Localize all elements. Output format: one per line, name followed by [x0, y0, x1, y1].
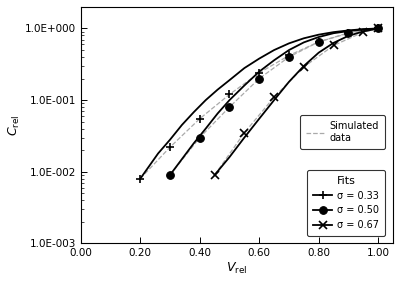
- X-axis label: $V_\mathrm{rel}$: $V_\mathrm{rel}$: [226, 261, 248, 276]
- Legend: σ = 0.33, σ = 0.50, σ = 0.67: σ = 0.33, σ = 0.50, σ = 0.67: [307, 170, 385, 236]
- Y-axis label: $C_\mathrm{rel}$: $C_\mathrm{rel}$: [7, 114, 22, 136]
